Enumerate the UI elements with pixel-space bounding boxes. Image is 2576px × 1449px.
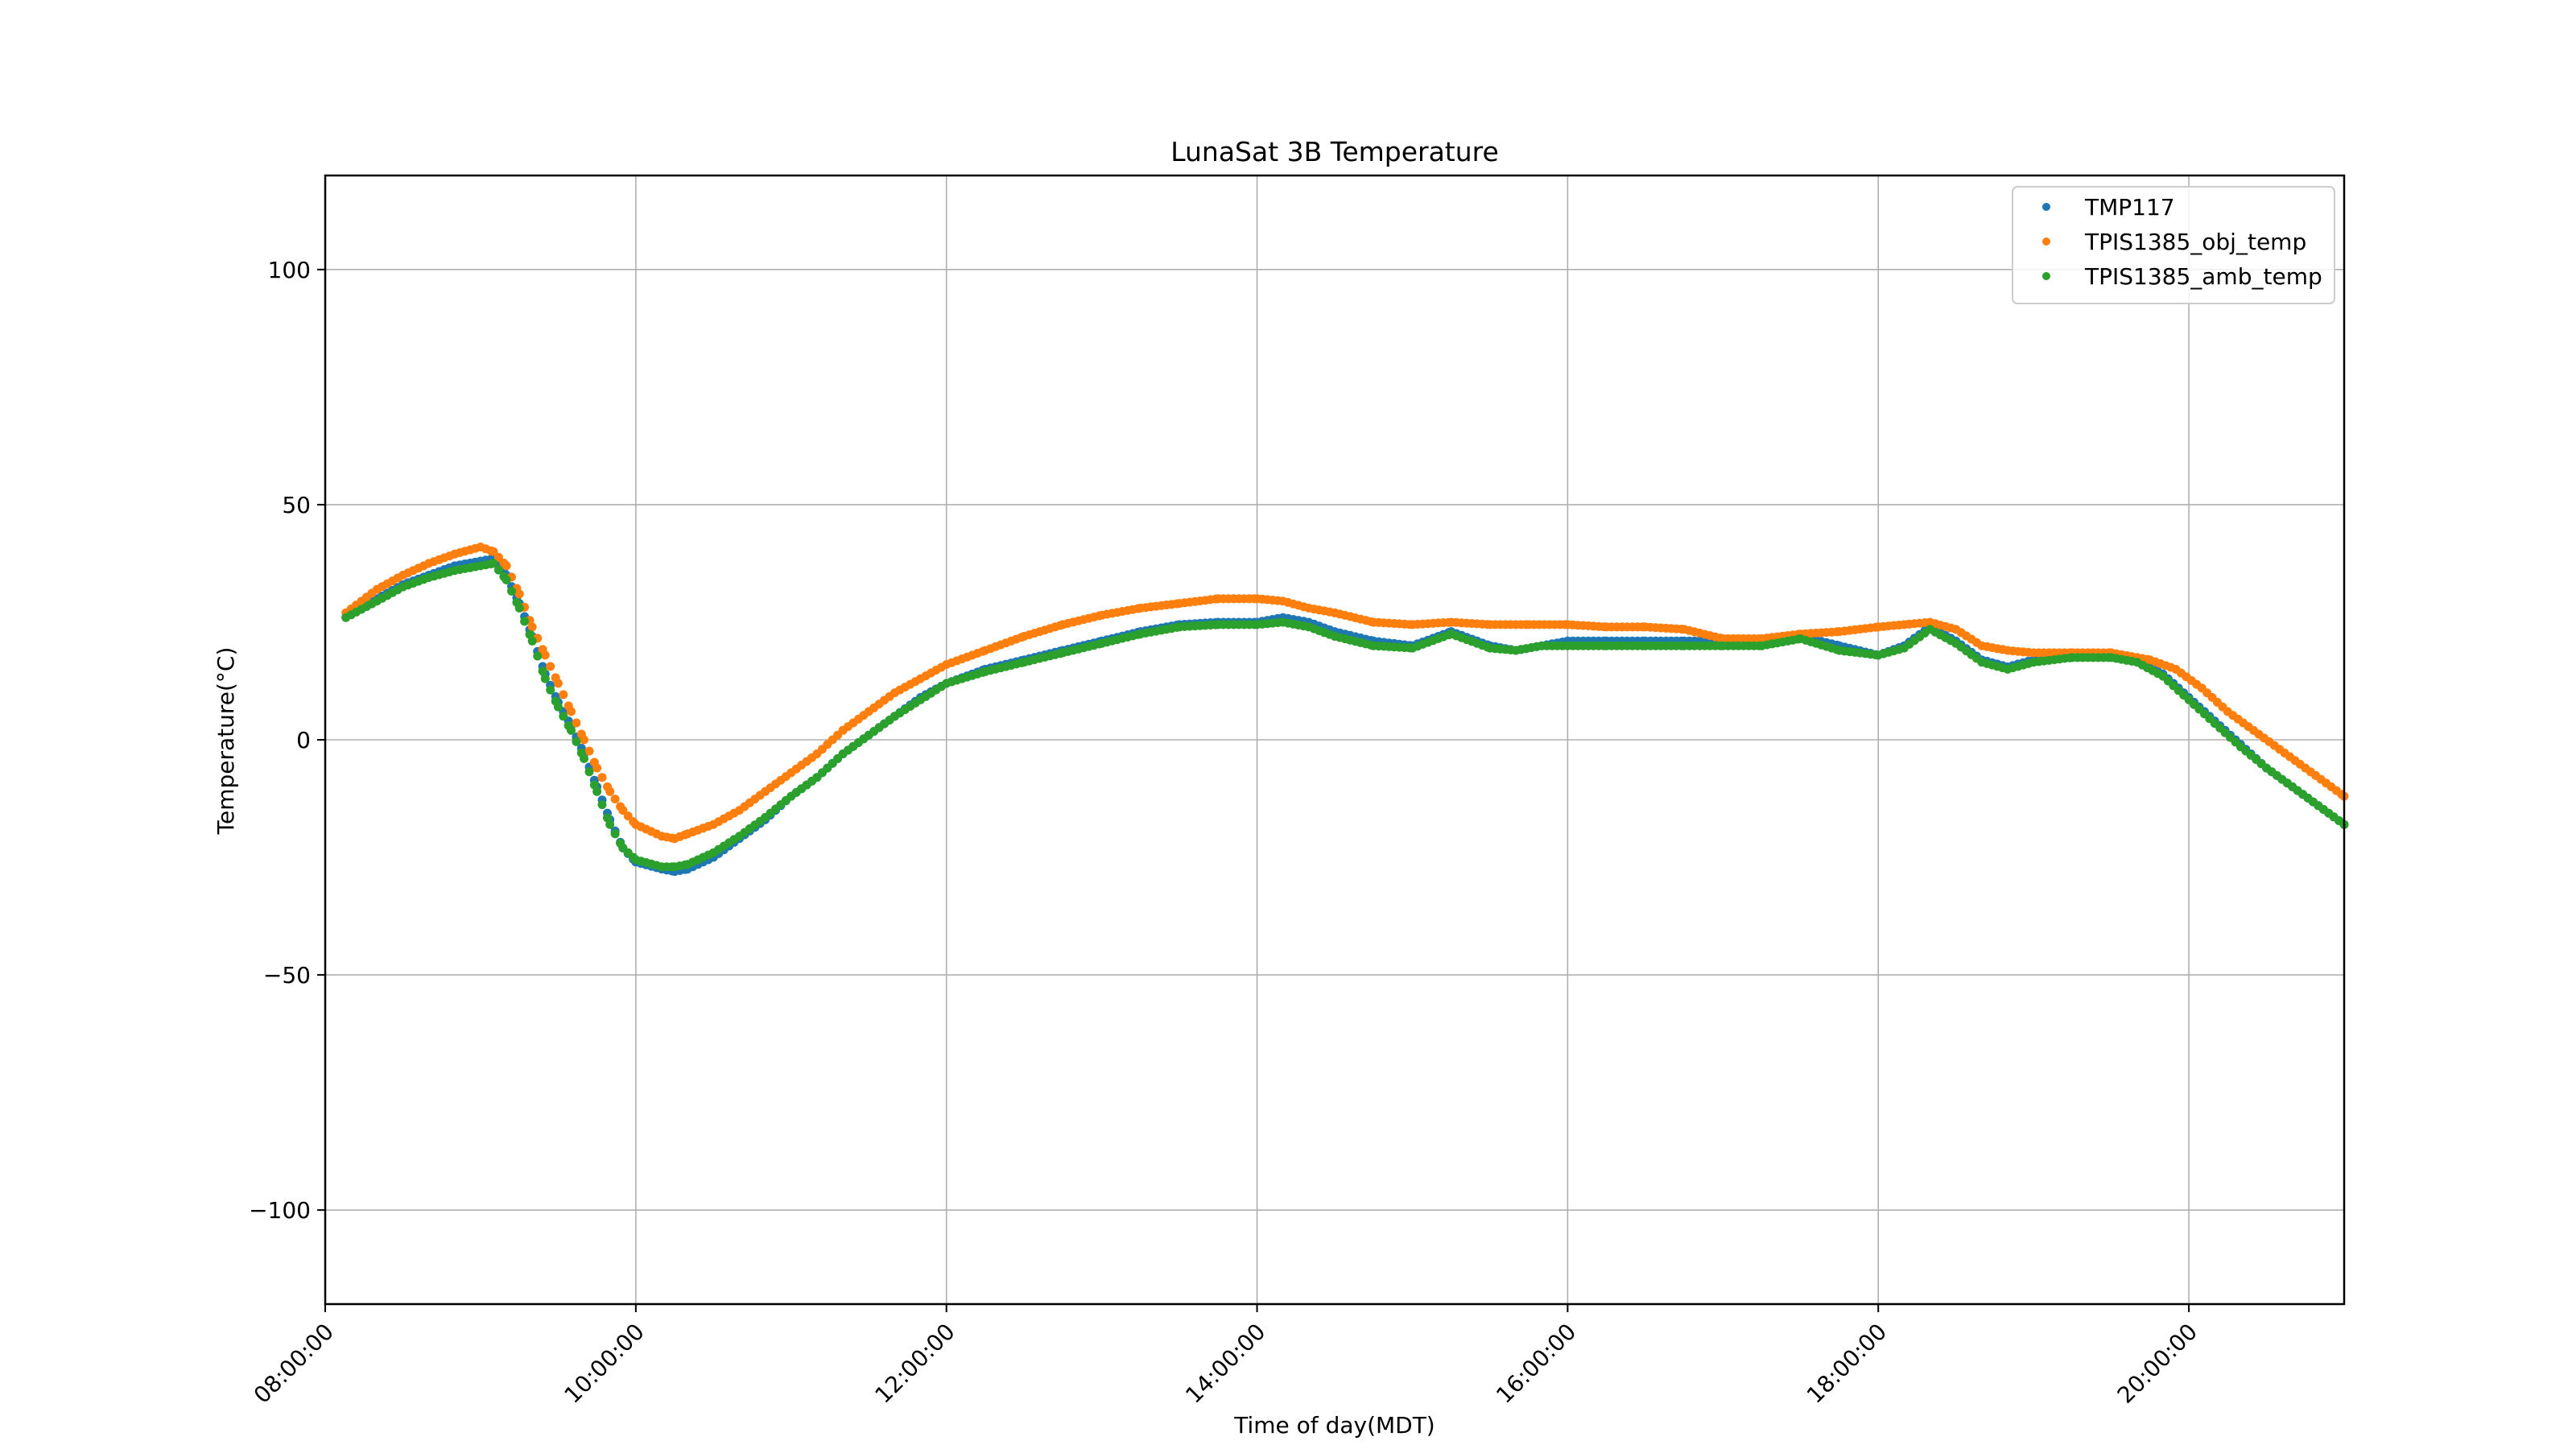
x-axis-label: Time of day(MDT) [1233, 1412, 1435, 1439]
y-tick-label: −50 [263, 962, 311, 989]
data-point [572, 737, 581, 746]
y-axis: −100 −50 0 50 100 [249, 257, 325, 1224]
data-point [538, 667, 547, 676]
data-point [493, 565, 503, 575]
y-tick-label: 100 [268, 257, 311, 283]
chart-title: LunaSat 3B Temperature [1170, 136, 1499, 167]
series-TPIS1385_amb_temp [341, 559, 2349, 872]
data-point [553, 702, 563, 712]
data-point [546, 685, 555, 695]
data-point [605, 786, 615, 796]
data-point [559, 690, 568, 700]
legend-marker [2042, 237, 2050, 246]
data-point [520, 617, 530, 626]
data-point [610, 795, 620, 804]
data-point [493, 552, 503, 562]
data-point [514, 603, 524, 613]
y-tick-label: 50 [282, 492, 311, 518]
data-point [527, 622, 537, 632]
series-layer [341, 543, 2349, 877]
data-point [584, 767, 594, 777]
data-point [592, 786, 602, 796]
data-point [507, 586, 516, 596]
data-point [597, 773, 607, 782]
data-point [605, 819, 615, 829]
data-point [489, 547, 498, 556]
data-point [559, 712, 568, 721]
y-axis-label: Temperature(°C) [213, 647, 239, 836]
legend-marker [2042, 203, 2050, 211]
data-point [580, 735, 588, 745]
data-point [572, 718, 581, 728]
data-point [502, 575, 511, 584]
grid [324, 175, 2344, 1304]
data-point [489, 559, 498, 568]
data-point [540, 650, 550, 660]
data-point [592, 763, 602, 773]
data-point [553, 679, 563, 688]
y-tick-label: −100 [249, 1197, 311, 1224]
legend-label: TPIS1385_obj_temp [2084, 229, 2306, 255]
data-point [597, 800, 607, 810]
legend-marker [2042, 272, 2050, 280]
legend-label: TMP117 [2084, 194, 2175, 221]
legend-label: TPIS1385_amb_temp [2084, 263, 2322, 290]
series-TPIS1385_obj_temp [341, 543, 2349, 844]
data-point [580, 753, 588, 763]
data-point [514, 589, 524, 599]
data-point [618, 806, 628, 815]
legend: TMP117 TPIS1385_obj_temp TPIS1385_amb_temp [2012, 186, 2335, 304]
y-tick-label: 0 [296, 727, 311, 753]
data-point [610, 829, 620, 839]
data-point [567, 707, 576, 716]
data-point [533, 651, 543, 661]
data-point [567, 725, 576, 735]
data-point [584, 746, 594, 756]
data-point [540, 674, 550, 683]
data-point [527, 636, 537, 646]
data-point [623, 811, 633, 821]
data-point [502, 561, 511, 571]
legend-box [2012, 186, 2335, 304]
data-point [546, 662, 555, 671]
